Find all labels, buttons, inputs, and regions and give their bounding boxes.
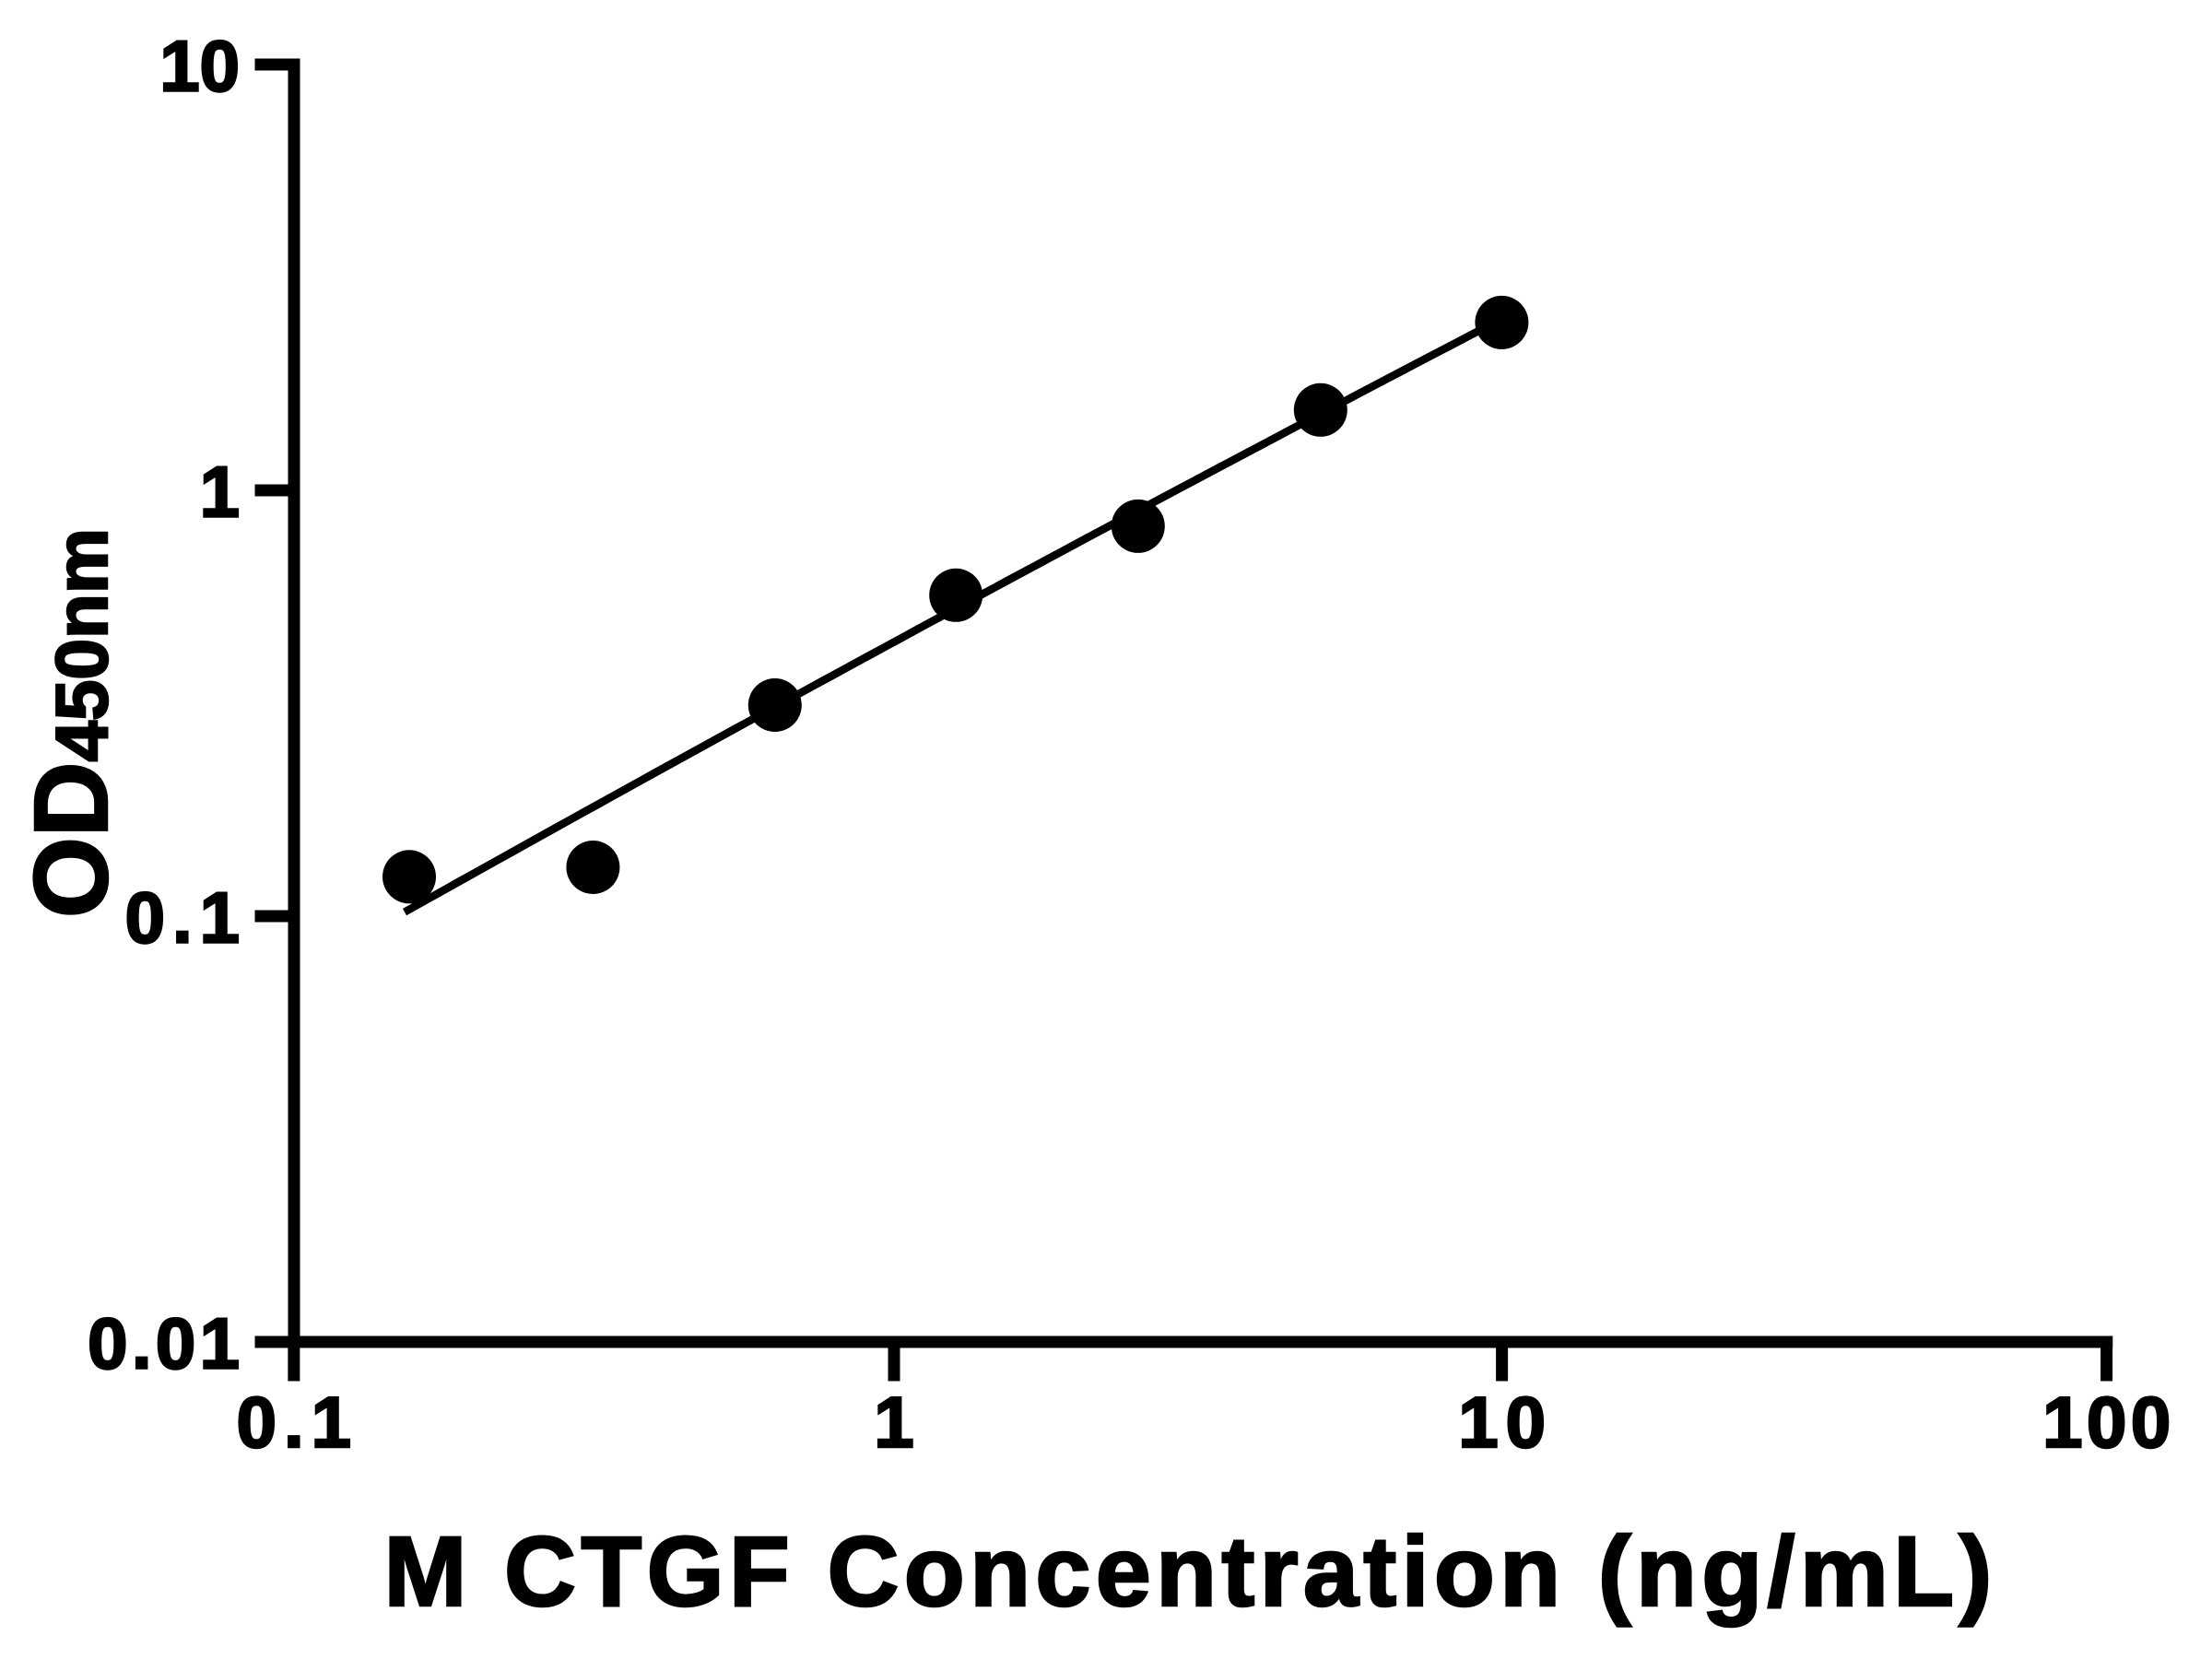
svg-text:0.1: 0.1 xyxy=(125,877,247,958)
svg-text:1: 1 xyxy=(200,451,240,532)
svg-text:0.1: 0.1 xyxy=(237,1382,359,1463)
svg-text:OD450nm: OD450nm xyxy=(13,528,129,918)
svg-text:100: 100 xyxy=(2042,1382,2175,1463)
svg-text:1: 1 xyxy=(874,1382,913,1463)
svg-text:0.01: 0.01 xyxy=(88,1302,243,1383)
svg-text:10: 10 xyxy=(1458,1382,1553,1463)
svg-text:10: 10 xyxy=(159,25,240,106)
svg-text:M CTGF Concentration (ng/mL): M CTGF Concentration (ng/mL) xyxy=(383,1515,1996,1627)
